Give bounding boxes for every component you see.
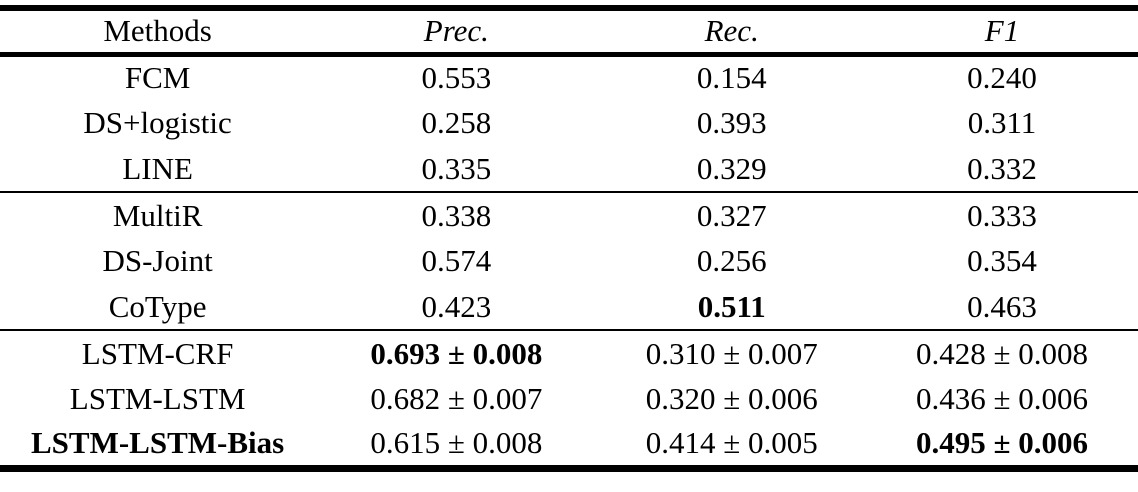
f1-cell: 0.463	[967, 288, 1037, 324]
results-table: Methods Prec. Rec. F1 FCM 0.553 0.154 0.…	[0, 5, 1138, 472]
table-row: FCM 0.553 0.154 0.240	[0, 54, 1138, 100]
table-row: LINE 0.335 0.329 0.332	[0, 146, 1138, 192]
prec-cell: 0.615 ± 0.008	[370, 425, 543, 461]
method-cell: DS+logistic	[83, 105, 232, 140]
col-header-recall: Rec.	[704, 13, 759, 49]
group-feature-baselines: FCM 0.553 0.154 0.240 DS+logistic 0.258 …	[0, 54, 1138, 192]
table-row: CoType 0.423 0.511 0.463	[0, 284, 1138, 330]
f1-cell: 0.311	[967, 105, 1037, 140]
table-row: LSTM-LSTM-Bias 0.615 ± 0.008 0.414 ± 0.0…	[0, 422, 1138, 468]
prec-cell: 0.338	[421, 197, 492, 233]
method-cell: DS-Joint	[102, 243, 213, 278]
prec-cell: 0.553	[421, 60, 492, 96]
prec-cell: 0.335	[421, 150, 492, 186]
method-cell: MultiR	[112, 197, 203, 233]
f1-cell: 0.240	[967, 60, 1037, 96]
f1-cell: 0.332	[967, 150, 1037, 186]
prec-cell: 0.423	[421, 288, 492, 324]
group-joint-baselines: MultiR 0.338 0.327 0.333 DS-Joint 0.574 …	[0, 192, 1138, 330]
table-row: MultiR 0.338 0.327 0.333	[0, 192, 1138, 238]
table-row: DS+logistic 0.258 0.393 0.311	[0, 100, 1138, 146]
col-header-methods: Methods	[103, 13, 212, 49]
table-row: DS-Joint 0.574 0.256 0.354	[0, 238, 1138, 284]
prec-cell: 0.682 ± 0.007	[370, 381, 543, 416]
table-row: LSTM-LSTM 0.682 ± 0.007 0.320 ± 0.006 0.…	[0, 376, 1138, 422]
f1-cell: 0.436 ± 0.006	[915, 381, 1088, 416]
rec-cell: 0.393	[696, 105, 767, 140]
method-cell: LSTM-CRF	[81, 335, 234, 371]
rec-cell: 0.329	[696, 150, 767, 186]
rec-cell: 0.310 ± 0.007	[645, 335, 818, 371]
rec-cell: 0.414 ± 0.005	[645, 425, 818, 461]
method-cell: LINE	[122, 150, 193, 186]
header-row: Methods Prec. Rec. F1	[0, 8, 1138, 54]
col-header-f1: F1	[984, 13, 1020, 49]
rec-cell: 0.320 ± 0.006	[645, 381, 818, 416]
f1-cell: 0.495 ± 0.006	[915, 425, 1088, 461]
f1-cell: 0.428 ± 0.008	[915, 335, 1088, 371]
f1-cell: 0.354	[967, 243, 1037, 278]
method-cell: FCM	[124, 60, 191, 96]
method-cell: LSTM-LSTM	[69, 381, 246, 416]
rec-cell: 0.154	[696, 60, 767, 96]
prec-cell: 0.574	[421, 243, 492, 278]
f1-cell: 0.333	[967, 197, 1037, 233]
method-cell: CoType	[108, 288, 207, 324]
prec-cell: 0.258	[421, 105, 492, 140]
rec-cell: 0.327	[696, 197, 767, 233]
prec-cell: 0.693 ± 0.008	[370, 335, 543, 371]
col-header-precision: Prec.	[423, 13, 489, 49]
method-cell: LSTM-LSTM-Bias	[31, 425, 285, 461]
group-lstm-models: LSTM-CRF 0.693 ± 0.008 0.310 ± 0.007 0.4…	[0, 330, 1138, 468]
rec-cell: 0.511	[697, 288, 766, 324]
paper-table-container: Methods Prec. Rec. F1 FCM 0.553 0.154 0.…	[0, 5, 1138, 472]
rec-cell: 0.256	[696, 243, 767, 278]
table-row: LSTM-CRF 0.693 ± 0.008 0.310 ± 0.007 0.4…	[0, 330, 1138, 376]
